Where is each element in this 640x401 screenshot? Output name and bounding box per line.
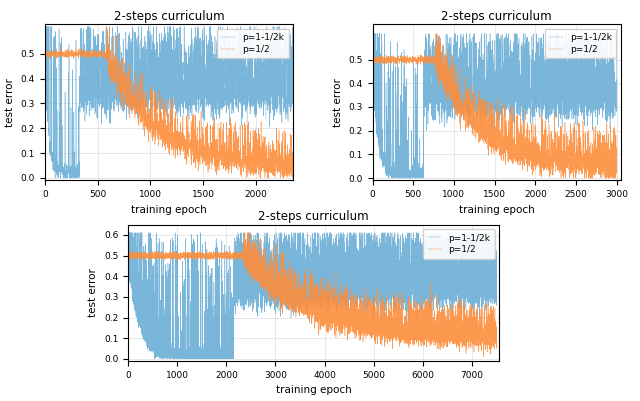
p=1/2 xyxy=(608,166,616,170)
p=1-1/2k xyxy=(492,295,499,300)
Line: p=1-1/2k: p=1-1/2k xyxy=(372,34,617,178)
p=1/2 xyxy=(262,271,270,276)
p=1/2 xyxy=(108,61,115,66)
p=1-1/2k xyxy=(415,298,422,303)
Line: p=1-1/2k: p=1-1/2k xyxy=(45,26,293,178)
p=1-1/2k xyxy=(186,79,193,83)
p=1-1/2k xyxy=(178,93,186,98)
p=1/2 xyxy=(473,113,481,118)
X-axis label: training epoch: training epoch xyxy=(459,205,534,215)
p=1-1/2k xyxy=(397,167,404,172)
p=1/2 xyxy=(582,158,589,163)
p=1/2 xyxy=(362,336,370,340)
p=1/2 xyxy=(432,31,440,36)
p=1-1/2k xyxy=(385,176,393,180)
p=1/2 xyxy=(397,56,404,61)
p=1-1/2k xyxy=(147,85,155,90)
p=1-1/2k xyxy=(41,43,49,48)
p=1/2 xyxy=(203,254,211,259)
p=1-1/2k xyxy=(463,31,470,36)
Legend: p=1-1/2k, p=1/2: p=1-1/2k, p=1/2 xyxy=(423,229,495,259)
p=1/2 xyxy=(241,231,248,235)
p=1-1/2k xyxy=(473,63,481,68)
p=1-1/2k xyxy=(493,294,500,299)
p=1-1/2k xyxy=(262,244,270,249)
Legend: p=1-1/2k, p=1/2: p=1-1/2k, p=1/2 xyxy=(545,28,616,58)
p=1/2 xyxy=(220,162,228,167)
p=1/2 xyxy=(177,147,185,152)
p=1/2 xyxy=(411,59,419,63)
p=1-1/2k xyxy=(150,356,158,361)
p=1/2 xyxy=(369,57,376,62)
p=1-1/2k xyxy=(124,231,132,235)
p=1/2 xyxy=(199,253,207,258)
Title: 2-steps curriculum: 2-steps curriculum xyxy=(114,10,224,23)
Title: 2-steps curriculum: 2-steps curriculum xyxy=(442,10,552,23)
p=1/2 xyxy=(557,176,565,180)
p=1/2 xyxy=(492,336,499,341)
p=1-1/2k xyxy=(608,95,616,99)
p=1/2 xyxy=(289,158,297,162)
p=1/2 xyxy=(462,88,470,93)
X-axis label: training epoch: training epoch xyxy=(276,385,351,395)
Y-axis label: test error: test error xyxy=(333,78,343,127)
Legend: p=1-1/2k, p=1/2: p=1-1/2k, p=1/2 xyxy=(217,28,289,58)
p=1-1/2k xyxy=(42,24,49,29)
p=1-1/2k xyxy=(259,100,266,105)
p=1/2 xyxy=(613,152,621,156)
p=1-1/2k xyxy=(411,175,419,180)
Line: p=1-1/2k: p=1-1/2k xyxy=(128,233,497,359)
Title: 2-steps curriculum: 2-steps curriculum xyxy=(259,211,369,223)
Line: p=1/2: p=1/2 xyxy=(372,34,617,178)
p=1/2 xyxy=(480,354,488,359)
p=1-1/2k xyxy=(108,63,116,68)
Line: p=1/2: p=1/2 xyxy=(45,26,293,178)
p=1-1/2k xyxy=(369,59,376,64)
p=1-1/2k xyxy=(362,253,370,257)
p=1/2 xyxy=(186,141,193,146)
p=1/2 xyxy=(243,176,250,180)
p=1-1/2k xyxy=(199,353,207,358)
Y-axis label: test error: test error xyxy=(88,268,99,317)
p=1-1/2k xyxy=(220,104,228,109)
Line: p=1/2: p=1/2 xyxy=(128,233,497,356)
p=1-1/2k xyxy=(203,346,211,351)
p=1/2 xyxy=(124,255,132,260)
p=1-1/2k xyxy=(613,47,621,51)
Y-axis label: test error: test error xyxy=(5,78,15,127)
p=1/2 xyxy=(415,334,422,339)
p=1/2 xyxy=(147,111,155,115)
p=1/2 xyxy=(41,54,49,59)
p=1/2 xyxy=(493,344,500,348)
p=1/2 xyxy=(259,165,266,170)
X-axis label: training epoch: training epoch xyxy=(131,205,207,215)
p=1-1/2k xyxy=(124,246,132,251)
p=1-1/2k xyxy=(289,100,297,105)
p=1-1/2k xyxy=(51,176,59,180)
p=1/2 xyxy=(103,24,111,29)
p=1-1/2k xyxy=(369,31,377,36)
p=1-1/2k xyxy=(582,75,589,80)
